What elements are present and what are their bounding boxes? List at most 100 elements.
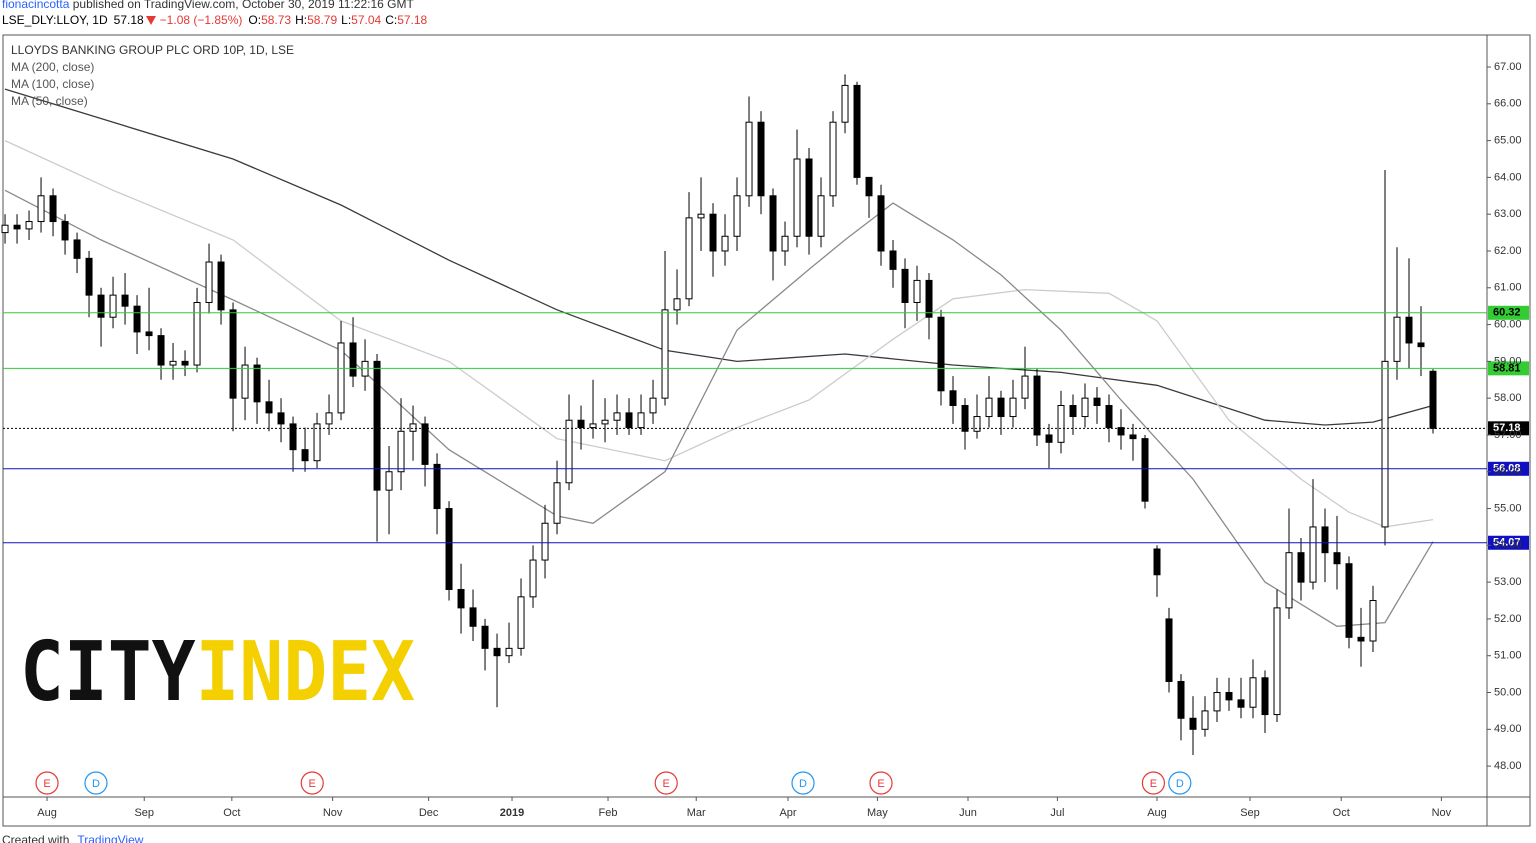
event-marker xyxy=(654,771,678,795)
candle-body xyxy=(841,84,849,123)
candle-body xyxy=(601,419,609,425)
low-label: L: xyxy=(341,13,351,27)
candle xyxy=(313,412,321,469)
candle xyxy=(133,295,141,355)
candle xyxy=(325,394,333,435)
candle-body xyxy=(1081,397,1089,418)
footer-brand[interactable]: TradingView xyxy=(77,833,143,843)
candle-body xyxy=(1429,370,1437,429)
candle xyxy=(61,214,69,255)
event-marker xyxy=(1168,771,1192,795)
candle-body xyxy=(289,423,297,451)
candle xyxy=(1429,369,1437,434)
candles xyxy=(1,74,1437,756)
candle-body xyxy=(1297,552,1305,583)
x-tick-label: Apr xyxy=(779,807,796,819)
candle-body xyxy=(433,463,441,510)
candle xyxy=(565,394,573,491)
candle xyxy=(721,214,729,266)
candle xyxy=(1285,508,1293,619)
candle-body xyxy=(241,364,249,399)
legend-entry: MA (50, close) xyxy=(11,94,88,108)
candle-body xyxy=(745,121,753,197)
candle-body xyxy=(613,412,621,421)
candle xyxy=(409,405,417,461)
candle-body xyxy=(1093,397,1101,407)
candle xyxy=(1321,508,1329,583)
candle-body xyxy=(949,390,957,407)
candle xyxy=(1117,409,1125,450)
candle xyxy=(241,346,249,421)
candle-body xyxy=(145,331,153,337)
candle-body xyxy=(229,309,237,399)
candle-body xyxy=(1273,607,1281,716)
candle-body xyxy=(1033,375,1041,436)
y-tick-label: 53.00 xyxy=(1494,576,1522,588)
candle-body xyxy=(85,257,93,296)
candle xyxy=(1237,677,1245,719)
candle xyxy=(1045,423,1053,469)
candle-body xyxy=(517,596,525,649)
event-label: E xyxy=(1150,778,1157,790)
candle-body xyxy=(13,224,21,230)
candle-body xyxy=(157,335,165,366)
candle xyxy=(193,287,201,373)
y-tick-label: 57.00 xyxy=(1494,429,1522,441)
candle xyxy=(781,221,789,266)
candle-body xyxy=(505,647,513,657)
close-label: C: xyxy=(385,13,397,27)
x-tick-label: Nov xyxy=(1432,807,1452,819)
candle xyxy=(793,129,801,248)
candle-body xyxy=(1,224,9,234)
candle-body xyxy=(205,261,213,303)
y-tick-label: 56.00 xyxy=(1494,466,1522,478)
candle xyxy=(901,258,909,329)
candle-body xyxy=(1321,526,1329,554)
candle xyxy=(709,203,717,277)
candle xyxy=(649,379,657,424)
publish-line: fionacincotta published on TradingView.c… xyxy=(2,0,414,11)
candle-body xyxy=(721,235,729,252)
candle xyxy=(1177,674,1185,741)
candle xyxy=(745,96,753,207)
candle xyxy=(997,390,1005,435)
candle xyxy=(1249,659,1257,719)
candle xyxy=(145,287,153,351)
candle xyxy=(841,74,849,134)
candle xyxy=(637,394,645,435)
candle xyxy=(1345,556,1353,649)
candle xyxy=(73,232,81,274)
candle xyxy=(1357,607,1365,667)
candle-body xyxy=(1225,692,1233,701)
candle-body xyxy=(1237,699,1245,708)
candle xyxy=(481,618,489,671)
candle xyxy=(829,111,837,207)
candle-body xyxy=(1249,677,1257,708)
candle-body xyxy=(385,471,393,491)
candle xyxy=(685,192,693,307)
event-label: E xyxy=(663,778,670,790)
y-tick-label: 51.00 xyxy=(1494,650,1522,662)
candle xyxy=(817,177,825,248)
candle-body xyxy=(277,412,285,425)
author[interactable]: fionacincotta xyxy=(2,0,70,11)
candle-body xyxy=(1345,563,1353,638)
candle-body xyxy=(469,607,477,627)
candle xyxy=(757,111,765,215)
candle-body xyxy=(1153,548,1161,576)
candle-body xyxy=(1009,397,1017,418)
candle-body xyxy=(1381,360,1389,528)
candle xyxy=(349,317,357,388)
candle xyxy=(577,405,585,450)
candle xyxy=(877,184,885,266)
candle xyxy=(457,563,465,634)
candle-body xyxy=(1357,636,1365,642)
candle-body xyxy=(25,221,33,230)
level-label: 60.32 xyxy=(1493,307,1521,319)
candle-body xyxy=(1045,434,1053,443)
x-tick-label: Mar xyxy=(687,807,706,819)
candle xyxy=(373,354,381,542)
candle-body xyxy=(997,397,1005,418)
y-tick-label: 59.00 xyxy=(1494,355,1522,367)
